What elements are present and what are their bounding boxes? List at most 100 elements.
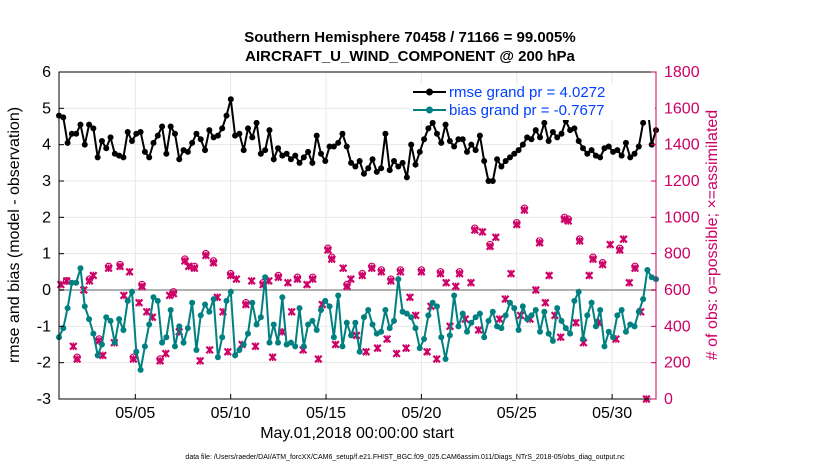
obs-assimilated-marker bbox=[85, 276, 94, 285]
rmse-point bbox=[335, 139, 342, 146]
legend-bias-label: bias grand pr = -0.7677 bbox=[449, 102, 605, 119]
y-tick-label-left: -1 bbox=[37, 318, 51, 335]
rmse-point bbox=[244, 125, 251, 132]
obs-assimilated-marker bbox=[184, 262, 193, 271]
bias-point bbox=[455, 323, 462, 330]
bias-point bbox=[348, 332, 355, 339]
y-tick-label-right: 1600 bbox=[664, 100, 700, 117]
obs-assimilated-marker bbox=[615, 245, 624, 255]
chart-title: Southern Hemisphere 70458 / 71166 = 99.0… bbox=[244, 29, 575, 46]
rmse-point bbox=[433, 130, 440, 137]
y-tick-label-left: 5 bbox=[42, 100, 51, 117]
obs-assimilated-marker bbox=[302, 280, 312, 289]
bias-point bbox=[571, 297, 578, 304]
bias-point bbox=[253, 321, 260, 328]
rmse-point bbox=[597, 154, 604, 161]
bias-point bbox=[292, 343, 299, 350]
rmse-point bbox=[481, 158, 488, 165]
rmse-point bbox=[300, 154, 307, 161]
rmse-point bbox=[257, 150, 264, 157]
rmse-point bbox=[438, 139, 445, 146]
obs-assimilated-marker bbox=[274, 273, 283, 282]
bias-point bbox=[644, 267, 651, 274]
obs-assimilated-marker bbox=[630, 264, 640, 273]
bias-point bbox=[94, 352, 101, 359]
bias-point bbox=[64, 305, 71, 312]
y-axis-right-label: # of obs: o=possible; ×=assimilated bbox=[704, 110, 721, 360]
obs-assimilated-marker bbox=[625, 278, 634, 287]
chart-subtitle: AIRCRAFT_U_WIND_COMPONENT @ 200 hPa bbox=[245, 48, 575, 65]
bias-point bbox=[176, 323, 183, 330]
rmse-point bbox=[322, 158, 329, 165]
y-tick-label-left: 6 bbox=[42, 64, 51, 81]
bias-point bbox=[524, 316, 531, 323]
bias-point bbox=[438, 334, 445, 341]
obs-assimilated-marker bbox=[104, 264, 113, 273]
bias-point bbox=[618, 306, 625, 313]
rmse-point bbox=[107, 134, 114, 141]
obs-assimilated-marker bbox=[392, 349, 401, 358]
obs-assimilated-marker bbox=[251, 342, 260, 351]
bias-point bbox=[73, 279, 80, 286]
rmse-point bbox=[90, 125, 97, 132]
rmse-point bbox=[421, 136, 428, 143]
bias-point bbox=[481, 334, 488, 341]
bias-point bbox=[360, 314, 367, 321]
rmse-point bbox=[408, 141, 415, 148]
bias-point bbox=[519, 303, 526, 310]
bias-point bbox=[528, 312, 535, 319]
obs-assimilated-marker bbox=[541, 298, 550, 307]
rmse-point bbox=[429, 119, 436, 126]
bias-point bbox=[317, 306, 324, 313]
bias-point bbox=[219, 334, 226, 341]
x-tick-label: 05/15 bbox=[306, 405, 346, 422]
obs-assimilated-marker bbox=[247, 276, 256, 285]
bias-point bbox=[313, 326, 320, 333]
obs-assimilated-marker bbox=[115, 262, 125, 271]
rmse-point bbox=[378, 165, 385, 172]
bias-point bbox=[597, 306, 604, 313]
bias-point bbox=[330, 334, 337, 341]
rmse-point bbox=[399, 159, 406, 166]
x-tick-label: 05/10 bbox=[211, 405, 251, 422]
rmse-point bbox=[249, 134, 256, 141]
rmse-point bbox=[159, 123, 166, 130]
bias-point bbox=[309, 317, 316, 324]
obs-assimilated-marker bbox=[161, 349, 170, 358]
obs-assimilated-marker bbox=[201, 251, 210, 260]
bias-point bbox=[300, 343, 307, 350]
x-tick-label: 05/20 bbox=[401, 405, 441, 422]
rmse-point bbox=[348, 159, 355, 166]
y-tick-label-right: 600 bbox=[664, 282, 691, 299]
obs-assimilated-marker bbox=[495, 314, 504, 324]
bias-point bbox=[77, 265, 84, 272]
rmse-point bbox=[305, 148, 312, 155]
obs-assimilated-marker bbox=[598, 260, 607, 269]
obs-assimilated-marker bbox=[512, 220, 521, 229]
bias-point bbox=[622, 328, 629, 335]
obs-assimilated-marker bbox=[382, 334, 392, 344]
obs-assimilated-marker bbox=[531, 285, 540, 295]
rmse-point bbox=[240, 147, 247, 154]
right-axis: 0 200 400 600 800 1000 1200 1400 1600 1800 bbox=[651, 64, 700, 408]
y-tick-label-left: 4 bbox=[42, 137, 51, 154]
bias-point bbox=[279, 294, 286, 301]
bias-point bbox=[240, 341, 247, 348]
bias-point bbox=[86, 316, 93, 323]
obs-assimilated-marker bbox=[606, 240, 615, 249]
rmse-point bbox=[485, 178, 492, 184]
rmse-point bbox=[631, 150, 638, 157]
legend-rmse-marker bbox=[426, 88, 433, 96]
rmse-point bbox=[446, 138, 453, 145]
bias-point bbox=[464, 328, 471, 335]
rmse-point bbox=[476, 132, 483, 139]
rmse-point bbox=[386, 167, 393, 174]
bias-point bbox=[451, 292, 458, 299]
obs-assimilated-marker bbox=[205, 345, 214, 355]
bias-point bbox=[356, 348, 363, 355]
obs-assimilated-marker bbox=[436, 269, 445, 278]
rmse-point bbox=[98, 138, 105, 145]
bias-point bbox=[601, 343, 608, 350]
rmse-point bbox=[472, 147, 479, 154]
y-tick-label-left: 0 bbox=[42, 282, 51, 299]
